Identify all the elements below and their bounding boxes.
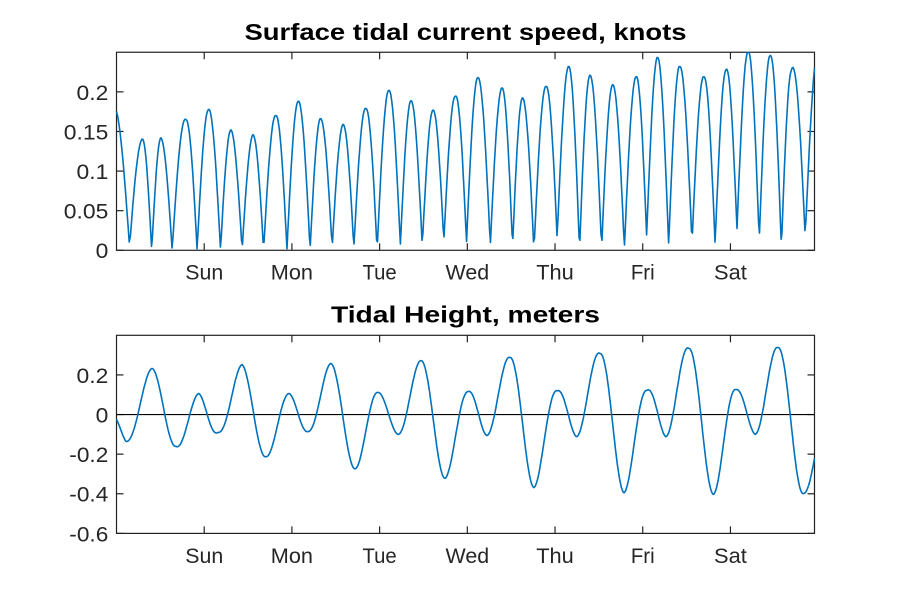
svg-text:Tue: Tue <box>363 260 397 284</box>
svg-text:Sat: Sat <box>714 260 747 284</box>
svg-text:Wed: Wed <box>446 260 490 284</box>
svg-text:Tue: Tue <box>363 544 397 568</box>
svg-text:Mon: Mon <box>271 544 313 568</box>
svg-text:Sun: Sun <box>185 544 223 568</box>
svg-text:Surface tidal current speed, k: Surface tidal current speed, knots <box>245 19 687 45</box>
svg-text:Thu: Thu <box>536 260 574 284</box>
svg-text:Fri: Fri <box>631 260 655 284</box>
svg-text:0: 0 <box>96 239 109 263</box>
svg-text:0: 0 <box>96 403 109 427</box>
svg-text:Tidal Height, meters: Tidal Height, meters <box>331 302 600 328</box>
svg-text:0.1: 0.1 <box>77 160 109 184</box>
svg-text:-0.2: -0.2 <box>69 443 108 467</box>
svg-text:Sat: Sat <box>714 544 747 568</box>
svg-text:0.2: 0.2 <box>77 364 109 388</box>
svg-text:Sun: Sun <box>185 260 223 284</box>
svg-text:Wed: Wed <box>446 544 490 568</box>
svg-text:0.05: 0.05 <box>64 200 109 224</box>
svg-text:Mon: Mon <box>271 260 313 284</box>
svg-text:Fri: Fri <box>631 544 655 568</box>
svg-text:Thu: Thu <box>536 544 574 568</box>
svg-text:0.15: 0.15 <box>64 120 109 144</box>
svg-text:-0.6: -0.6 <box>69 522 108 546</box>
svg-text:-0.4: -0.4 <box>69 483 108 507</box>
svg-text:0.2: 0.2 <box>77 81 109 105</box>
